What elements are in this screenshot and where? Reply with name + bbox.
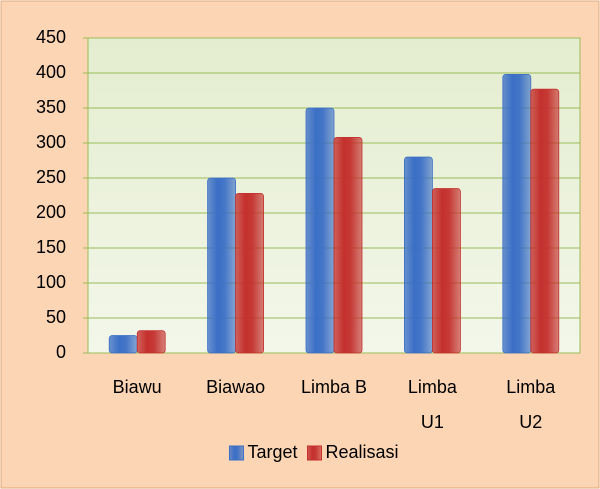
bar (235, 192, 265, 354)
y-tick-label: 200 (36, 202, 66, 222)
y-tick-label: 150 (36, 237, 66, 257)
legend-label: Target (247, 442, 297, 462)
legend-label: Realisasi (326, 442, 399, 462)
y-tick-label: 50 (46, 307, 66, 327)
y-tick-label: 250 (36, 167, 66, 187)
y-tick-label: 350 (36, 97, 66, 117)
bar (530, 88, 560, 354)
x-tick-label: Limba U1 (408, 377, 458, 432)
legend-item: Realisasi (307, 442, 399, 462)
x-tick-label: Biawao (206, 377, 265, 397)
x-tick-label: Limba U2 (506, 377, 556, 432)
bar (305, 107, 335, 354)
bar (333, 136, 363, 354)
bar (136, 330, 166, 354)
bar (108, 335, 138, 354)
bar (403, 156, 433, 354)
legend-swatch (307, 445, 322, 461)
bar (502, 74, 532, 354)
x-tick-label: Limba B (301, 377, 367, 397)
x-tick-label: Biawu (113, 377, 162, 397)
y-tick-label: 400 (36, 62, 66, 82)
bar (431, 188, 461, 354)
bar (207, 177, 237, 354)
legend-swatch (228, 445, 244, 461)
y-tick-label: 0 (56, 342, 66, 362)
legend-item: Target (228, 442, 298, 462)
y-tick-label: 100 (36, 272, 66, 292)
y-tick-label: 300 (36, 132, 66, 152)
y-tick-label: 450 (36, 27, 66, 47)
